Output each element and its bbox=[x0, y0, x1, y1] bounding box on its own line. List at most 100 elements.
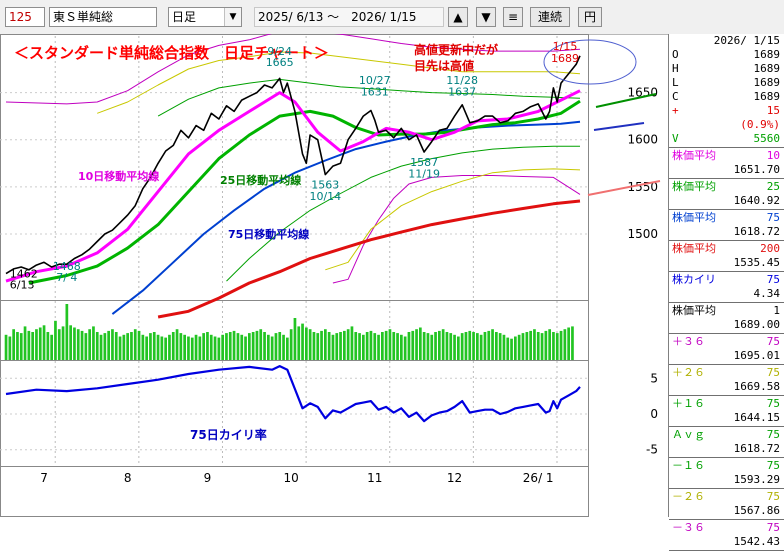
volume-bar bbox=[544, 330, 548, 360]
volume-bar bbox=[552, 332, 555, 360]
data-panel: 2026/ 1/15 O 1689 H 1689 L 1689 C 1689 +15 (0.9… bbox=[668, 34, 784, 551]
volume-bar bbox=[137, 330, 141, 360]
indicator-name-row: 株価平均 200 bbox=[669, 242, 784, 256]
volume-bar bbox=[194, 334, 198, 360]
indicator-name: －３６ bbox=[672, 521, 705, 534]
volume-bar bbox=[479, 334, 483, 360]
volume-bar bbox=[175, 329, 179, 360]
annotation-label: 1563 bbox=[311, 179, 339, 192]
indicator-value-row: 1535.45 bbox=[669, 256, 784, 270]
volume-bar bbox=[244, 336, 247, 360]
volume-bar bbox=[213, 336, 217, 360]
ma75-label: 75日移動平均線 bbox=[228, 227, 309, 241]
volume-bar bbox=[171, 332, 175, 360]
indicator-name: 株価平均 bbox=[672, 211, 716, 224]
ohlc-row: H 1689 bbox=[669, 62, 784, 76]
indicator-name: 株価平均 bbox=[672, 180, 716, 193]
indicator-name-row: ＋３６ 75 bbox=[669, 335, 784, 349]
name-field[interactable]: 東Ｓ単純総 bbox=[49, 7, 157, 27]
volume-bar bbox=[460, 333, 464, 360]
volume-bar bbox=[187, 336, 190, 360]
indicator-value-row: 1618.72 bbox=[669, 442, 784, 456]
callout-value: 1689 bbox=[551, 52, 579, 65]
volume-bar bbox=[179, 333, 183, 360]
indicator-value-row: 1669.58 bbox=[669, 380, 784, 394]
volume-bar bbox=[514, 336, 517, 360]
ohlc-key: L bbox=[672, 76, 679, 89]
indicator-period: 75 bbox=[766, 273, 780, 286]
volume-bar bbox=[103, 333, 107, 360]
deviation-label: 75日カイリ率 bbox=[190, 427, 267, 442]
volume-bar bbox=[84, 333, 88, 360]
y-tick-label: 1600 bbox=[627, 133, 658, 147]
volume-bar bbox=[495, 332, 498, 360]
volume-bar bbox=[152, 332, 156, 360]
indicator-name: 株カイリ bbox=[672, 273, 716, 286]
annotation-label: 1665 bbox=[266, 56, 294, 69]
yen-button[interactable]: 円 bbox=[578, 7, 602, 27]
menu-button[interactable]: ≡ bbox=[503, 7, 523, 27]
volume-bar bbox=[312, 332, 316, 360]
annotation-label: 10/27 bbox=[359, 74, 391, 87]
callout-note-line1: 高値更新中だが bbox=[414, 42, 498, 57]
indicator-name-row: 株カイリ 75 bbox=[669, 273, 784, 287]
hint-line-red bbox=[587, 180, 661, 196]
ohlc-value: 1689 bbox=[753, 76, 781, 89]
volume-bar bbox=[388, 329, 392, 360]
volume-bar bbox=[4, 334, 8, 360]
volume-bar bbox=[411, 330, 415, 360]
callout-date: 1/15 bbox=[553, 40, 578, 53]
volume-bar bbox=[259, 329, 263, 360]
price-line bbox=[5, 55, 581, 275]
indicator-value: 4.34 bbox=[753, 287, 781, 300]
band-plus36-line bbox=[5, 34, 581, 105]
volume-bar bbox=[540, 333, 544, 360]
indicator-name: 株価平均 bbox=[672, 149, 716, 162]
scroll-up-button[interactable]: ▲ bbox=[448, 7, 468, 27]
continuous-button[interactable]: 連続 bbox=[530, 7, 570, 27]
ohlc-key: H bbox=[672, 62, 679, 75]
volume-bar bbox=[164, 337, 167, 360]
volume-bar bbox=[133, 329, 137, 360]
annotation-label: 10/14 bbox=[309, 190, 341, 203]
indicator-value-row: 1618.72 bbox=[669, 225, 784, 239]
change-pct: (0.9%) bbox=[740, 118, 780, 131]
volume-bar bbox=[510, 338, 513, 360]
volume-bar bbox=[54, 320, 57, 360]
ohlc-value: 1689 bbox=[753, 90, 781, 103]
volume-bar bbox=[46, 332, 50, 360]
volume-bar bbox=[316, 333, 320, 360]
volume-bar bbox=[441, 329, 445, 360]
volume-bar bbox=[35, 329, 38, 360]
volume-bar bbox=[122, 334, 126, 360]
volume-bar bbox=[358, 333, 361, 360]
ohlc-key: O bbox=[672, 48, 679, 61]
indicator-name-row: 株価平均 1 bbox=[669, 304, 784, 318]
panel-date: 2026/ 1/15 bbox=[713, 34, 780, 47]
volume-bar bbox=[27, 330, 31, 360]
volume-bar bbox=[118, 336, 122, 360]
volume-bar bbox=[282, 334, 285, 360]
volume-bar bbox=[19, 333, 23, 360]
code-field[interactable]: 125 bbox=[5, 7, 45, 27]
indicator-name: －１６ bbox=[672, 459, 705, 472]
indicator-value: 1669.58 bbox=[733, 380, 780, 393]
period-select[interactable]: 日足 ▼ bbox=[168, 7, 242, 27]
main-panel-frame bbox=[0, 34, 589, 301]
volume-bar bbox=[563, 329, 567, 360]
volume-bar bbox=[65, 304, 69, 360]
indicator-value-row: 1593.29 bbox=[669, 473, 784, 487]
volume-bar bbox=[472, 332, 475, 360]
annotation-label: 6/13 bbox=[10, 279, 35, 292]
volume-bar bbox=[126, 333, 129, 360]
indicator-name-row: 株価平均 25 bbox=[669, 180, 784, 194]
x-tick-label: 8 bbox=[124, 471, 132, 485]
volume-bar bbox=[521, 333, 525, 360]
indicator-name: Ａｖｇ bbox=[672, 428, 705, 441]
scroll-down-button[interactable]: ▼ bbox=[476, 7, 496, 27]
volume-bar bbox=[453, 334, 456, 360]
indicator-period: 75 bbox=[766, 397, 780, 410]
volume-bar bbox=[517, 334, 521, 360]
volume-bar bbox=[156, 334, 160, 360]
band-plus26-line bbox=[97, 51, 581, 114]
